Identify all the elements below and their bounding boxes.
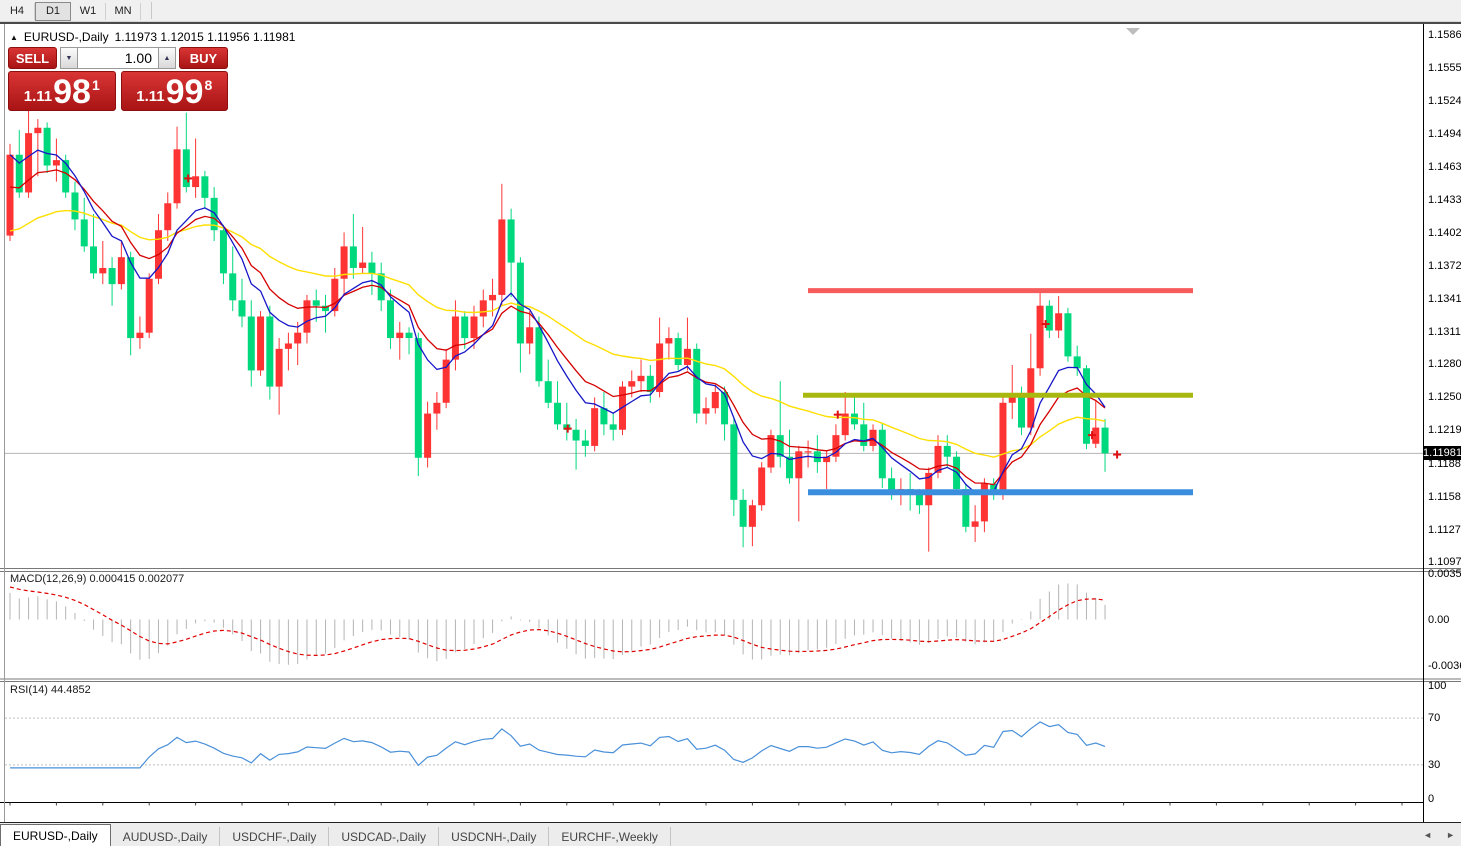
bid-pipette: 1 [91, 77, 100, 93]
ask-quote-button[interactable]: 1.11 99 8 [120, 71, 228, 112]
chart-shift-icon[interactable] [1126, 28, 1140, 35]
macd-axis-label: -0.00367 [1428, 660, 1461, 672]
rsi-value: 44.4852 [50, 684, 91, 696]
rsi-levels [5, 717, 1423, 766]
price-axis-label: 1.12500 [1428, 391, 1461, 404]
tab-scroll-left-icon[interactable]: ◄ [1423, 829, 1433, 840]
ask-big-digits: 99 [165, 73, 204, 112]
trade-markers [184, 174, 1122, 459]
current-price-tag: 1.11981 [1423, 446, 1461, 461]
rsi-axis-label: 70 [1428, 712, 1441, 724]
chart-ohlc-values: 1.11973 1.12015 1.11956 1.11981 [114, 30, 296, 44]
timeframe-button-h4[interactable]: H4 [0, 2, 35, 20]
macd-axis-label: 0.003518 [1428, 568, 1461, 580]
date-axis-ticks [9, 802, 1403, 806]
timeframe-button-mn[interactable]: MN [106, 2, 141, 20]
price-axis-label: 1.11580 [1428, 490, 1461, 503]
chart-tab-usdchf-daily[interactable]: USDCHF-,Daily [220, 827, 330, 846]
bid-prefix: 1.11 [23, 88, 53, 105]
buy-button[interactable]: BUY [179, 47, 228, 69]
volume-input[interactable]: 1.00 [78, 47, 158, 69]
tab-scroll-arrows: ◄ ► [1423, 823, 1455, 846]
macd-signal-line [9, 586, 1106, 657]
volume-control: ▼ 1.00 ▲ [60, 47, 176, 69]
one-click-collapse-icon[interactable]: ▲ [10, 32, 18, 42]
rsi-axis-label: 0 [1428, 793, 1435, 805]
price-axis-label: 1.15245 [1428, 95, 1461, 108]
price-axis-label: 1.11885 [1428, 457, 1461, 470]
ma-fast-line [9, 149, 1106, 494]
price-axis-label: 1.11275 [1428, 523, 1461, 536]
macd-histogram [9, 583, 1106, 665]
ask-pipette: 8 [204, 77, 213, 93]
price-axis-label: 1.13720 [1428, 259, 1461, 272]
chart-tab-usdcad-daily[interactable]: USDCAD-,Daily [329, 827, 440, 846]
chart-title-bar: ▲ EURUSD-,Daily 1.11973 1.12015 1.11956 … [10, 30, 295, 44]
candles-layer [6, 110, 1109, 552]
rsi-axis-label: 30 [1428, 759, 1441, 771]
price-axis-label: 1.14330 [1428, 194, 1461, 206]
pane-borders [0, 24, 1461, 824]
rsi-line [10, 721, 1106, 769]
price-axis-label: 1.12805 [1428, 358, 1461, 371]
bid-big-digits: 98 [53, 73, 91, 112]
chart-window: ▲ EURUSD-,Daily 1.11973 1.12015 1.11956 … [0, 22, 1461, 840]
macd-axis-label: 0.00 [1428, 613, 1450, 626]
timeframe-button-d1[interactable]: D1 [35, 1, 71, 21]
price-axis-label: 1.13415 [1428, 292, 1461, 305]
chart-tab-eurusd-daily[interactable]: EURUSD-,Daily [0, 824, 111, 846]
volume-increase-icon[interactable]: ▲ [158, 47, 176, 69]
sell-button[interactable]: SELL [8, 47, 57, 69]
timeframe-button-w1[interactable]: W1 [71, 2, 106, 20]
toolbar-separator [141, 2, 152, 19]
macd-indicator-label: MACD(12,26,9) 0.000415 0.002077 [10, 573, 185, 585]
price-axis-label: 1.13110 [1428, 325, 1461, 338]
chart-tab-bar: EURUSD-,Daily AUDUSD-,Daily USDCHF-,Daily U… [0, 822, 1461, 846]
chart-symbol-title: EURUSD-,Daily [23, 30, 109, 44]
price-axis-label: 1.15860 [1428, 29, 1461, 41]
ask-prefix: 1.11 [136, 88, 165, 105]
price-axis-label: 1.12195 [1428, 424, 1461, 437]
one-click-trading-panel: SELL ▼ 1.00 ▲ BUY 1.11 98 1 1.11 99 8 [8, 47, 228, 111]
price-axis-label: 1.15550 [1428, 62, 1461, 75]
tab-scroll-right-icon[interactable]: ► [1446, 829, 1455, 840]
chart-tab-audusd-daily[interactable]: AUDUSD-,Daily [111, 827, 221, 846]
rsi-axis-label: 100 [1428, 680, 1447, 692]
ma-slow-line [9, 209, 1106, 458]
bid-quote-button[interactable]: 1.11 98 1 [8, 71, 116, 111]
chart-tab-usdcnh-daily[interactable]: USDCNH-,Daily [439, 827, 550, 846]
price-axis-label: 1.10970 [1428, 556, 1461, 569]
price-axis-label: 1.14635 [1428, 161, 1461, 174]
price-axis-label: 1.14940 [1428, 128, 1461, 141]
volume-decrease-icon[interactable]: ▼ [60, 47, 78, 69]
chart-tab-eurchf-weekly[interactable]: EURCHF-,Weekly [549, 827, 671, 846]
chart-canvas[interactable] [0, 24, 1461, 824]
macd-values: 0.000415 0.002077 [89, 573, 185, 585]
timeframe-toolbar: H4 D1 W1 MN [0, 0, 1461, 22]
price-axis-label: 1.14025 [1428, 226, 1461, 239]
rsi-indicator-label: RSI(14) 44.4852 [10, 684, 91, 696]
window-left-edge [4, 24, 5, 822]
ma-mid-line [9, 169, 1106, 486]
